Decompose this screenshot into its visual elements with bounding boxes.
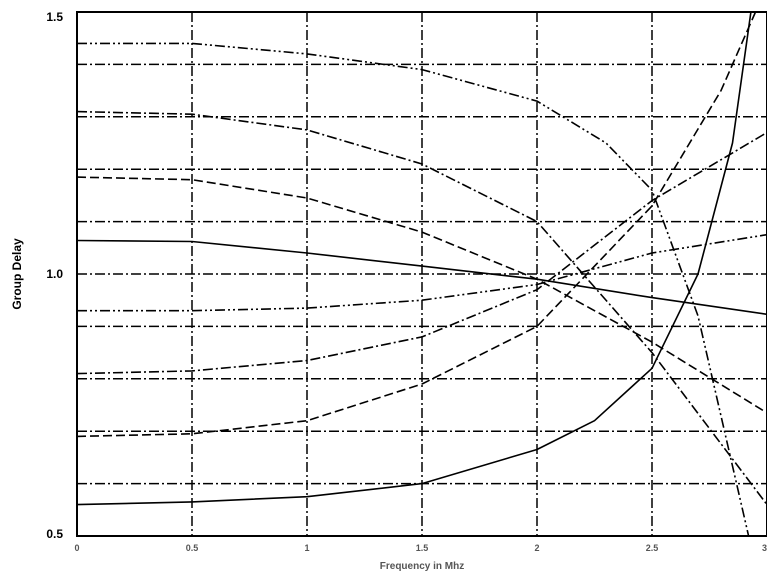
series-line-5 — [76, 110, 767, 506]
series-line-2 — [76, 11, 752, 506]
series-line-3 — [76, 176, 767, 414]
tick-layer: 0 0.5 1 1.5 2 2.5 3 0.5 1.0 1.5 — [46, 10, 767, 553]
grid-layer — [77, 12, 767, 536]
x-tick-label: 1 — [304, 543, 309, 553]
y-axis-label: Group Delay — [10, 238, 24, 310]
y-tick-label: 1.0 — [46, 267, 63, 281]
x-tick-label: 0.5 — [186, 543, 199, 553]
x-tick-label: 0 — [74, 543, 79, 553]
x-axis-label: Frequency in Mhz — [380, 561, 464, 572]
y-tick-label: 1.5 — [46, 10, 63, 24]
series-line-8 — [77, 233, 767, 312]
series-line-1 — [76, 239, 767, 316]
series-line-4 — [76, 11, 757, 438]
x-tick-label: 1.5 — [416, 543, 429, 553]
series-line-6 — [76, 131, 767, 375]
x-tick-label: 2.5 — [646, 543, 659, 553]
x-tick-label: 2 — [534, 543, 539, 553]
y-tick-label: 0.5 — [46, 527, 63, 541]
series-layer — [76, 11, 767, 537]
plot-frame — [76, 11, 767, 537]
series-line-7 — [77, 42, 750, 537]
x-tick-label: 3 — [762, 543, 767, 553]
